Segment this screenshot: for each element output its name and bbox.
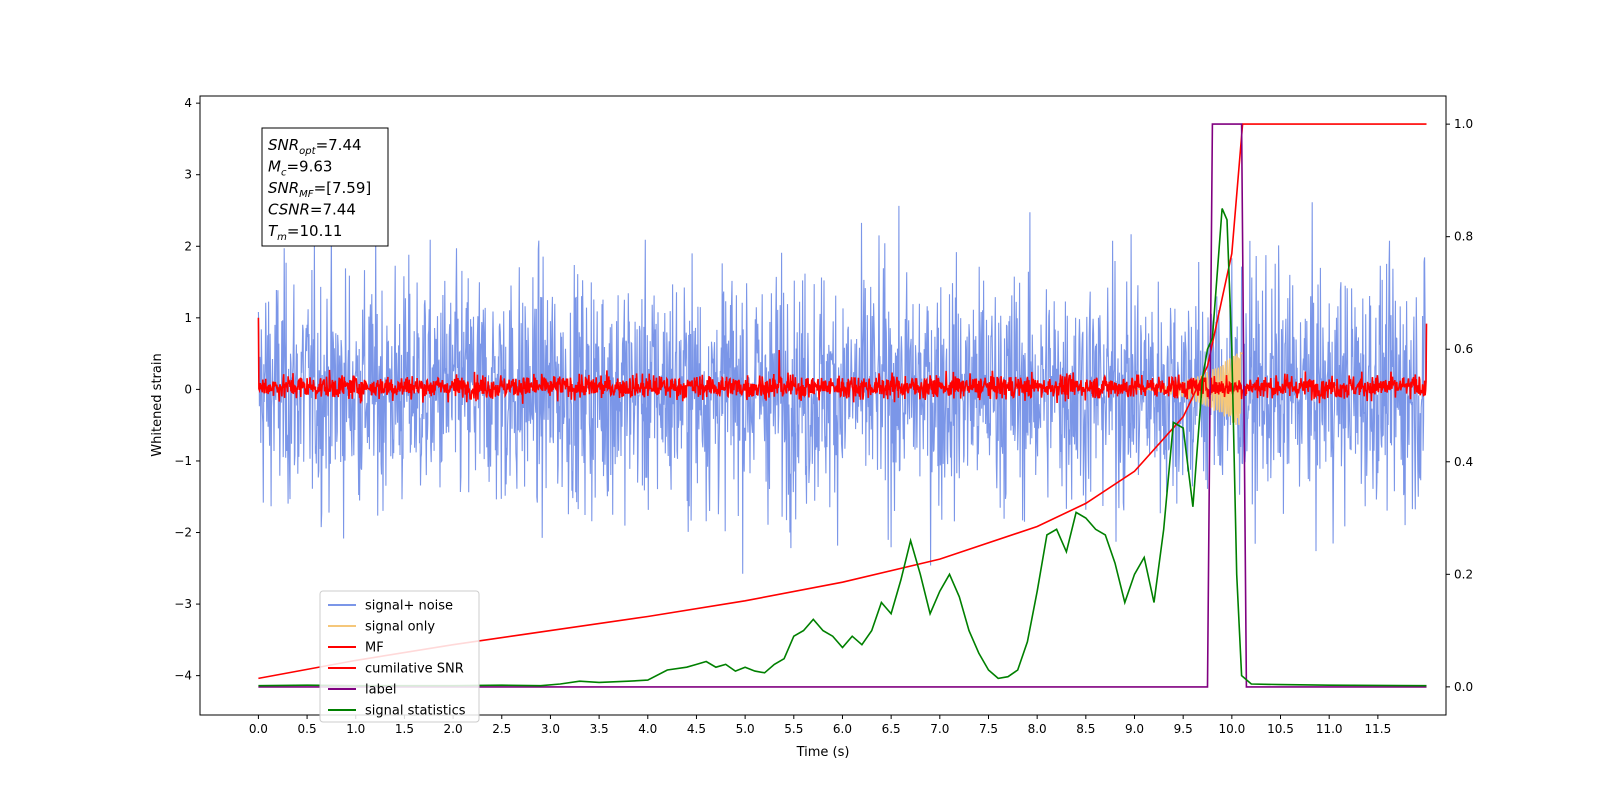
x-tick-label: 6.5 xyxy=(882,722,901,736)
annotation-frame xyxy=(261,127,389,247)
legend-frame xyxy=(319,590,480,723)
x-tick-label: 3.5 xyxy=(590,722,609,736)
x-tick-label: 8.0 xyxy=(1028,722,1047,736)
x-tick-label: 7.0 xyxy=(930,722,949,736)
y-left-tick-label: 3 xyxy=(184,168,192,182)
x-tick-label: 10.0 xyxy=(1218,722,1245,736)
annotation-line: CSNR=7.44 xyxy=(268,201,356,219)
x-tick-label: 9.5 xyxy=(1174,722,1193,736)
x-tick-label: 2.0 xyxy=(444,722,463,736)
x-tick-label: 0.0 xyxy=(249,722,268,736)
y-left-tick-label: −2 xyxy=(174,526,192,540)
x-tick-label: 5.0 xyxy=(736,722,755,736)
legend-entry: label xyxy=(365,683,396,698)
x-tick-label: 4.0 xyxy=(638,722,657,736)
x-tick-label: 10.5 xyxy=(1267,722,1294,736)
series-label xyxy=(258,123,1427,688)
series-cumulative-snr xyxy=(258,123,1427,680)
y-axis-label: Whitened strain xyxy=(150,353,165,456)
y-left-tick-label: 0 xyxy=(184,382,192,396)
annotation-line: SNRopt=7.44 xyxy=(268,136,362,157)
y-left-tick-label: 1 xyxy=(184,311,192,325)
plot-area xyxy=(257,123,1428,688)
x-tick-label: 5.5 xyxy=(784,722,803,736)
x-axis: 0.0 0.5 1.0 1.5 2.0 2.5 3.0 3.5 4.0 4.5 5.0 5.5 6.0 6… xyxy=(249,715,1391,736)
x-tick-label: 6.0 xyxy=(833,722,852,736)
legend-entry: cumilative SNR xyxy=(365,662,464,677)
x-tick-label: 3.0 xyxy=(541,722,560,736)
y-left-tick-label: 4 xyxy=(184,96,192,110)
legend-entry: signal only xyxy=(365,620,435,635)
y-left-tick-label: −4 xyxy=(174,669,192,683)
series-signal-statistics xyxy=(258,208,1427,687)
y-right-tick-label: 0.6 xyxy=(1454,342,1473,356)
signal-statistics-line xyxy=(258,208,1427,687)
y-left-tick-label: −3 xyxy=(174,597,192,611)
y-left-tick-label: −1 xyxy=(174,454,192,468)
series-signal-noise xyxy=(257,202,1428,574)
x-tick-label: 8.5 xyxy=(1076,722,1095,736)
legend-entry: signal+ noise xyxy=(365,599,453,614)
x-tick-label: 1.5 xyxy=(395,722,414,736)
x-tick-label: 7.5 xyxy=(979,722,998,736)
y-right-tick-label: 0.8 xyxy=(1454,230,1473,244)
y-right-tick-label: 0.0 xyxy=(1454,680,1473,694)
signal-noise-line xyxy=(257,202,1428,574)
y-left-tick-label: 2 xyxy=(184,239,192,253)
x-tick-label: 4.5 xyxy=(687,722,706,736)
cumulative-snr-line xyxy=(258,123,1427,680)
annotation-line: SNRMF=[7.59] xyxy=(268,179,371,200)
legend-entry: MF xyxy=(365,641,384,656)
label-line xyxy=(258,123,1427,688)
x-tick-label: 9.0 xyxy=(1125,722,1144,736)
legend-entry: signal statistics xyxy=(365,704,466,719)
annotation-line: Tm=10.11 xyxy=(268,222,342,243)
x-tick-label: 11.0 xyxy=(1316,722,1343,736)
x-axis-label: Time (s) xyxy=(796,745,850,760)
x-tick-label: 0.5 xyxy=(298,722,317,736)
x-tick-label: 2.5 xyxy=(492,722,511,736)
annotation-line: Mc=9.63 xyxy=(268,158,332,179)
y-right-tick-label: 1.0 xyxy=(1454,117,1473,131)
plot-frame xyxy=(199,95,1447,716)
x-tick-label: 1.0 xyxy=(346,722,365,736)
x-tick-label: 11.5 xyxy=(1365,722,1392,736)
y-right-tick-label: 0.4 xyxy=(1454,455,1473,469)
y-axis-left: 4 3 2 1 0 −1 −2 −3 −4 xyxy=(174,96,200,683)
y-right-tick-label: 0.2 xyxy=(1454,567,1473,581)
legend: signal+ noise signal only MF cumilative SNR… xyxy=(319,590,480,723)
y-axis-right: 1.0 0.8 0.6 0.4 0.2 0.0 xyxy=(1446,117,1473,694)
